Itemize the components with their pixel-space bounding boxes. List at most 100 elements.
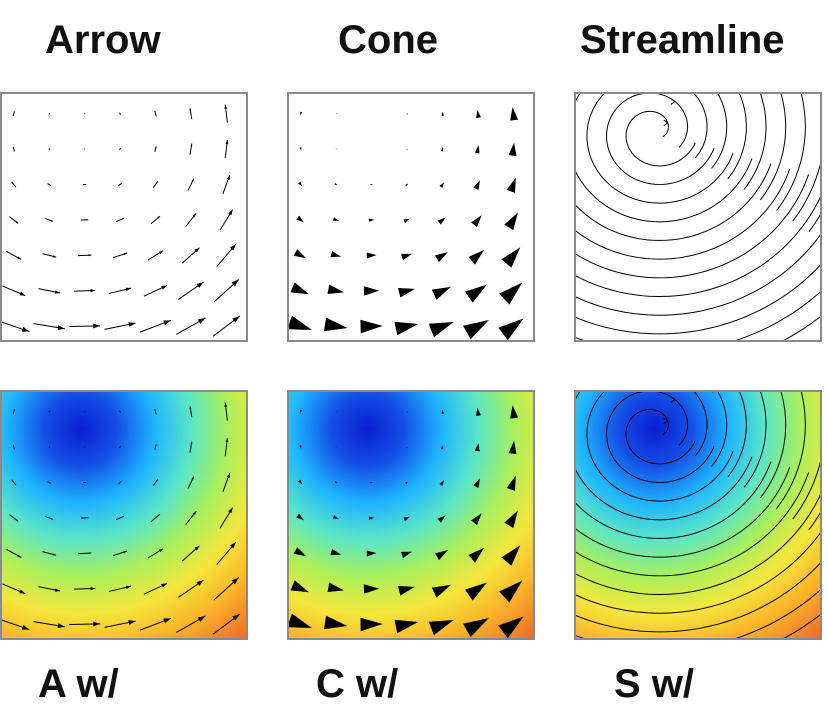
arrow-glyph — [2, 286, 25, 296]
arrow-glyph — [188, 179, 194, 191]
arrow-glyph — [220, 210, 233, 231]
cone-glyph — [475, 145, 480, 153]
streamline — [576, 94, 820, 315]
cone-glyph — [294, 249, 307, 258]
cone-glyph — [398, 288, 415, 298]
arrow-glyph — [12, 182, 16, 187]
cone-glyph — [296, 216, 304, 223]
arrow-glyph — [190, 144, 192, 155]
streamline — [607, 94, 715, 184]
cone-glyph — [501, 247, 520, 268]
arrow-glyph — [113, 253, 127, 258]
arrow-glyph — [120, 148, 121, 150]
streamline-direction-mark — [671, 99, 675, 105]
cone-glyph — [471, 215, 482, 227]
arrow-glyph — [69, 324, 100, 329]
arrow-glyph — [178, 282, 203, 299]
arrow-glyph — [148, 251, 163, 260]
panel-streamline-colored — [574, 390, 822, 640]
arrow-glyphs — [2, 105, 240, 337]
cone-glyph — [509, 143, 517, 156]
cone-glyphs — [289, 107, 524, 340]
cone-glyph — [367, 253, 377, 259]
cone-glyph — [333, 217, 339, 221]
streamline-colored-plot — [576, 392, 820, 638]
arrow-glyph — [78, 254, 91, 256]
cone-glyph — [468, 250, 484, 265]
arrow-glyph — [151, 216, 160, 224]
cone-glyph — [324, 318, 348, 332]
cone-glyph — [298, 182, 302, 187]
arrow-glyph — [13, 111, 14, 116]
panel-arrow-plain — [0, 92, 248, 342]
streamline — [576, 94, 771, 240]
arrow-glyph — [116, 218, 124, 222]
streamline-plot — [576, 94, 820, 340]
arrow-glyph — [120, 113, 121, 115]
cone-glyph — [300, 112, 302, 116]
streamlines — [576, 94, 820, 340]
arrow-glyph — [213, 316, 240, 336]
arrow-glyph — [224, 105, 227, 123]
column-title-streamline: Streamline — [580, 14, 785, 66]
arrow-glyph — [153, 181, 158, 187]
arrow-glyph — [49, 411, 50, 412]
cone-glyph — [370, 184, 372, 185]
arrow-glyph — [49, 113, 50, 114]
cone-glyph — [327, 285, 344, 295]
arrow-glyph-plot — [2, 94, 246, 340]
cone-glyph — [360, 320, 382, 333]
cone-glyph — [499, 283, 522, 305]
arrow-glyph — [155, 111, 156, 117]
arrow-glyph — [13, 147, 14, 152]
arrow-glyph — [45, 219, 53, 222]
cone-glyph — [438, 217, 446, 224]
cone-glyph — [463, 320, 489, 339]
cone-glyph — [435, 252, 448, 262]
arrow-glyph — [182, 248, 199, 263]
arrow-glyph — [74, 289, 95, 292]
arrow-glyph — [225, 140, 228, 158]
cone-glyph — [299, 147, 301, 151]
cone-glyph — [290, 282, 308, 294]
cone-glyph — [507, 178, 516, 193]
arrow-glyph — [48, 184, 51, 186]
cone-glyph — [432, 287, 451, 300]
panel-cone-plain — [287, 92, 535, 342]
streamline — [576, 94, 820, 340]
arrow-glyph — [118, 183, 122, 186]
arrow-glyph — [109, 288, 131, 294]
arrow-glyph — [49, 446, 50, 447]
cone-glyph — [442, 112, 445, 116]
streamline — [576, 94, 820, 340]
cone-glyph — [439, 182, 444, 188]
cone-glyph — [504, 213, 518, 231]
cone-glyph — [331, 251, 342, 257]
cone-glyph — [369, 218, 374, 221]
cone-glyph — [465, 285, 487, 303]
caption-streamline: S w/ — [614, 658, 694, 710]
arrow-glyph — [176, 318, 205, 335]
cone-glyph — [335, 183, 338, 185]
arrow-glyph — [190, 108, 192, 119]
streamline — [576, 94, 820, 297]
arrow-glyph — [105, 322, 136, 329]
arrow-glyph — [38, 289, 60, 294]
cone-glyph — [473, 180, 480, 190]
arrow-glyph — [9, 217, 18, 224]
panel-streamline-plain — [574, 92, 822, 342]
streamline — [576, 94, 790, 259]
panel-arrow-colored — [0, 390, 248, 640]
cone-glyph — [336, 113, 337, 114]
scalar-colormap-background — [576, 392, 820, 638]
arrow-glyph — [34, 324, 65, 330]
cone-glyph — [336, 148, 337, 149]
panel-cone-colored — [287, 390, 535, 640]
caption-cone: C w/ — [316, 658, 398, 710]
arrow-glyph — [49, 148, 50, 149]
arrow-glyph — [2, 321, 29, 332]
cone-glyph — [441, 147, 444, 151]
arrow-glyph — [223, 175, 230, 194]
cone-glyph — [476, 110, 481, 118]
cone-glyph — [498, 319, 523, 340]
